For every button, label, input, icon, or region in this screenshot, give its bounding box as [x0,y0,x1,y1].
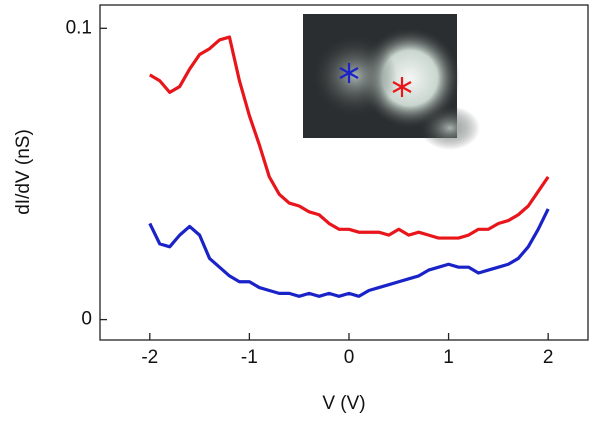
x-tick-label: 1 [443,347,454,368]
y-tick-label: 0 [81,309,92,330]
x-tick-label: -1 [241,347,258,368]
y-tick-label: 0.1 [66,17,92,38]
x-tick-label: 2 [543,347,554,368]
y-axis-label: dI/dV (nS) [13,129,34,215]
x-axis-label: V (V) [322,393,365,414]
x-tick-label: -2 [141,347,158,368]
plot-frame [99,4,589,341]
series-line [148,208,550,298]
series-line [148,35,550,240]
x-tick-label: 0 [344,347,355,368]
inset-image [303,14,480,150]
